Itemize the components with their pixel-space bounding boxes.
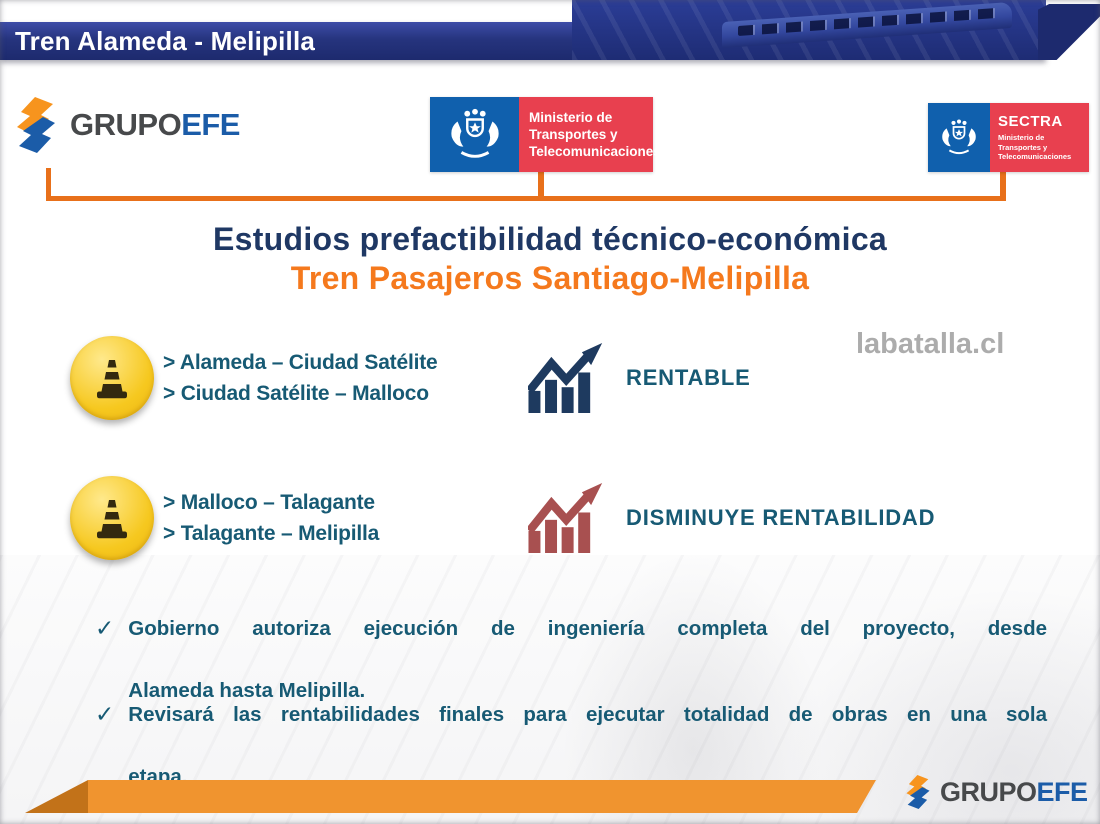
grupo-efe-wordmark: GRUPOEFE xyxy=(940,777,1088,808)
ministerio-name-panel: Ministerio de Transportes y Telecomunica… xyxy=(519,97,661,172)
ministerio-crest-panel xyxy=(430,97,519,172)
checkmark-icon: ✓ xyxy=(95,701,115,727)
verdict-label: DISMINUYE RENTABILIDAD xyxy=(626,505,936,530)
traffic-cone-badge xyxy=(70,476,154,560)
checkmark-icon: ✓ xyxy=(95,615,115,641)
bullet-item: ✓ Gobierno autoriza ejecución de ingenie… xyxy=(95,613,1047,706)
watermark: labatalla.cl xyxy=(856,328,1005,360)
coat-of-arms-icon xyxy=(942,118,976,154)
study-title: Estudios prefactibilidad técnico-económi… xyxy=(212,221,888,257)
bullet-line: Gobierno autoriza ejecución de ingenierí… xyxy=(128,617,1047,640)
verdict-rentable: RENTABLE xyxy=(528,336,751,420)
growth-chart-icon xyxy=(528,343,603,413)
sectra-name: SECTRA xyxy=(998,113,1063,131)
grupo-text: GRUPO xyxy=(70,107,182,142)
traffic-cone-icon xyxy=(97,500,127,539)
train-windows xyxy=(738,7,1002,37)
sectra-line: Telecomunicaciones xyxy=(998,152,1072,162)
grupo-efe-arrows-icon xyxy=(906,775,930,809)
segment-row-rentable: > Alameda – Ciudad Satélite > Ciudad Sat… xyxy=(70,336,1050,420)
verdict-disminuye: DISMINUYE RENTABILIDAD xyxy=(528,476,935,560)
bullet-line: Revisará las rentabilidades finales para… xyxy=(128,703,1047,726)
route-item: > Malloco – Talagante xyxy=(163,491,375,514)
bracket-tick-middle xyxy=(538,172,544,198)
traffic-cone-icon xyxy=(97,360,127,399)
verdict-label: RENTABLE xyxy=(626,365,751,390)
sectra-name-panel: SECTRA Ministerio de Transportes y Telec… xyxy=(990,103,1089,172)
efe-text: EFE xyxy=(181,107,240,142)
grupo-text: GRUPO xyxy=(940,776,1037,807)
route-item: > Ciudad Satélite – Malloco xyxy=(163,382,429,405)
sectra-line: Transportes y xyxy=(998,142,1048,152)
route-item: > Talagante – Melipilla xyxy=(163,522,380,545)
route-item: > Alameda – Ciudad Satélite xyxy=(163,351,438,374)
train-photo xyxy=(572,0,1046,60)
sectra-crest-panel xyxy=(928,103,990,172)
train-illustration xyxy=(722,1,1012,49)
efe-text: EFE xyxy=(1036,776,1089,807)
bracket-tick-left xyxy=(46,168,51,198)
grupo-efe-footer-logo: GRUPOEFE xyxy=(901,773,1088,811)
growth-chart-icon xyxy=(528,483,603,553)
header-endcap xyxy=(1038,4,1100,60)
study-subtitle: Tren Pasajeros Santiago-Melipilla xyxy=(290,260,810,296)
traffic-cone-badge xyxy=(70,336,154,420)
bracket-tick-right xyxy=(1000,172,1006,198)
route-list: > Alameda – Ciudad Satélite > Ciudad Sat… xyxy=(163,347,438,409)
ministerio-line: Telecomunicaciones xyxy=(529,144,661,159)
bullet-line: Alameda hasta Melipilla. xyxy=(128,679,366,702)
grupo-efe-arrows-icon xyxy=(17,97,55,153)
sectra-line: Ministerio de xyxy=(998,133,1045,143)
footer-ribbon xyxy=(88,780,876,813)
bracket-line xyxy=(46,196,1006,201)
ministerio-line: Transportes y xyxy=(529,127,618,142)
ministerio-logo: Ministerio de Transportes y Telecomunica… xyxy=(430,97,661,172)
bullet-text: Gobierno autoriza ejecución de ingenierí… xyxy=(128,613,1047,706)
ministerio-line: Ministerio de xyxy=(529,110,613,125)
sectra-logo: SECTRA Ministerio de Transportes y Telec… xyxy=(928,103,1089,172)
segment-row-disminuye: > Malloco – Talagante > Talagante – Meli… xyxy=(70,476,1050,560)
coat-of-arms-icon xyxy=(450,108,499,158)
grupo-efe-wordmark: GRUPOEFE xyxy=(70,107,240,143)
grupo-efe-logo: GRUPOEFE xyxy=(8,95,240,155)
page-title: Tren Alameda - Melipilla xyxy=(15,26,316,56)
route-list: > Malloco – Talagante > Talagante – Meli… xyxy=(163,487,379,549)
